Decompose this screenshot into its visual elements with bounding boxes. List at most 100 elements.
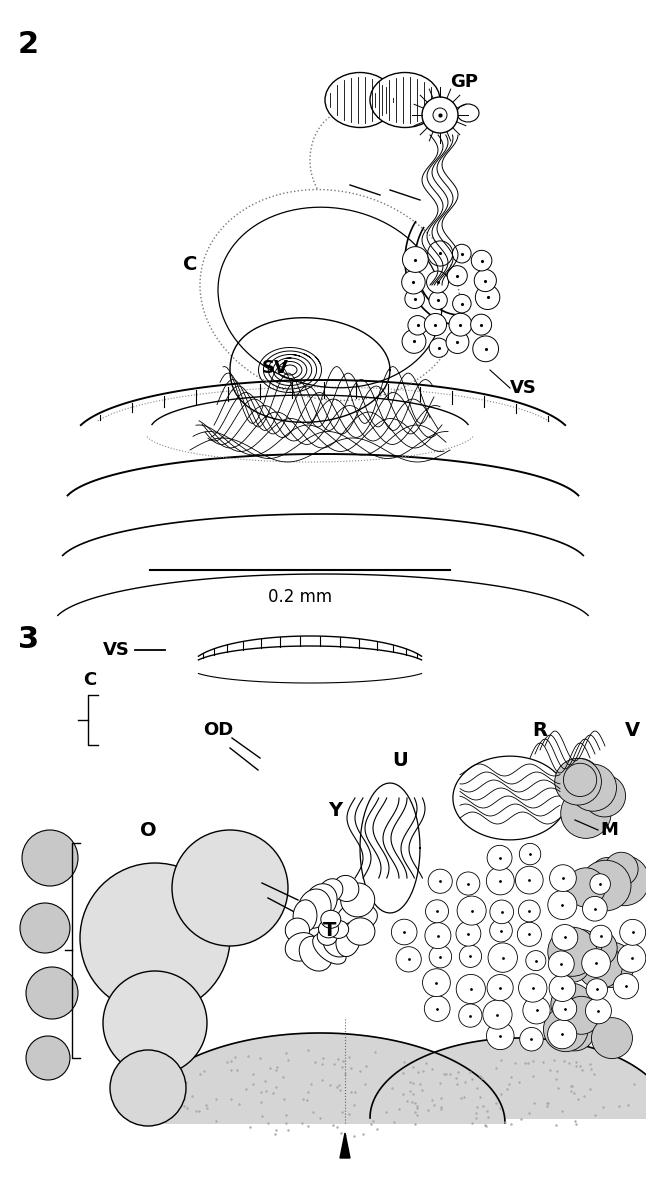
- Circle shape: [563, 763, 597, 796]
- Text: OD: OD: [203, 721, 233, 739]
- Circle shape: [548, 1008, 583, 1044]
- Circle shape: [487, 974, 513, 1001]
- Circle shape: [391, 919, 417, 945]
- Circle shape: [486, 867, 514, 895]
- Circle shape: [586, 979, 607, 1000]
- Circle shape: [556, 948, 590, 982]
- Circle shape: [426, 271, 448, 293]
- Circle shape: [486, 1023, 514, 1050]
- Circle shape: [567, 868, 605, 907]
- Circle shape: [555, 759, 601, 805]
- Circle shape: [490, 900, 514, 924]
- Circle shape: [426, 900, 448, 922]
- Ellipse shape: [286, 918, 309, 942]
- Circle shape: [452, 244, 471, 263]
- Circle shape: [425, 922, 451, 948]
- Circle shape: [405, 289, 424, 309]
- Circle shape: [80, 863, 230, 1013]
- Circle shape: [429, 291, 447, 310]
- Circle shape: [402, 330, 426, 353]
- Ellipse shape: [329, 920, 349, 939]
- Text: 0.2 mm: 0.2 mm: [268, 588, 332, 605]
- Circle shape: [599, 856, 642, 899]
- Circle shape: [552, 925, 578, 951]
- Ellipse shape: [337, 902, 377, 931]
- Circle shape: [548, 1020, 577, 1048]
- Polygon shape: [340, 1133, 350, 1158]
- Ellipse shape: [305, 884, 337, 919]
- Circle shape: [396, 947, 421, 972]
- Circle shape: [488, 942, 517, 972]
- Circle shape: [428, 869, 452, 893]
- Circle shape: [561, 788, 611, 839]
- Text: C: C: [183, 256, 197, 274]
- Circle shape: [519, 974, 547, 1002]
- Circle shape: [449, 313, 472, 336]
- Ellipse shape: [317, 927, 337, 945]
- Circle shape: [555, 1011, 595, 1051]
- Text: GP: GP: [450, 73, 478, 91]
- Text: R: R: [532, 721, 548, 740]
- Circle shape: [585, 998, 612, 1024]
- Circle shape: [559, 759, 601, 800]
- Ellipse shape: [340, 884, 375, 916]
- Circle shape: [424, 313, 446, 336]
- Text: C: C: [83, 671, 97, 689]
- Circle shape: [548, 951, 574, 977]
- Circle shape: [582, 948, 610, 978]
- Ellipse shape: [318, 920, 339, 938]
- Ellipse shape: [286, 933, 318, 961]
- Ellipse shape: [346, 918, 375, 945]
- Ellipse shape: [318, 879, 343, 904]
- Circle shape: [402, 246, 428, 272]
- Circle shape: [580, 860, 631, 911]
- Ellipse shape: [325, 73, 395, 127]
- Text: U: U: [392, 750, 408, 769]
- Text: T: T: [323, 920, 337, 940]
- Circle shape: [590, 874, 610, 894]
- Circle shape: [543, 1007, 588, 1052]
- Circle shape: [613, 973, 639, 999]
- Circle shape: [590, 925, 612, 947]
- Circle shape: [590, 858, 625, 892]
- Circle shape: [424, 995, 450, 1021]
- Ellipse shape: [323, 929, 353, 957]
- Ellipse shape: [298, 889, 331, 928]
- Circle shape: [520, 1027, 543, 1051]
- Ellipse shape: [336, 922, 360, 957]
- Polygon shape: [135, 1033, 505, 1123]
- Circle shape: [581, 931, 617, 966]
- Text: SV: SV: [262, 359, 288, 377]
- Circle shape: [548, 891, 577, 920]
- Circle shape: [408, 316, 428, 335]
- Circle shape: [483, 1000, 512, 1030]
- Circle shape: [446, 331, 469, 353]
- Circle shape: [599, 855, 646, 906]
- Circle shape: [428, 241, 453, 266]
- Circle shape: [548, 927, 597, 977]
- Circle shape: [453, 294, 471, 313]
- Circle shape: [429, 338, 448, 357]
- Ellipse shape: [293, 900, 317, 932]
- Circle shape: [475, 285, 500, 310]
- Circle shape: [474, 270, 496, 292]
- Text: O: O: [140, 821, 156, 840]
- Ellipse shape: [299, 937, 332, 971]
- Circle shape: [471, 315, 492, 335]
- Text: VS: VS: [103, 641, 130, 659]
- Circle shape: [456, 921, 481, 946]
- Text: V: V: [625, 721, 640, 740]
- Circle shape: [456, 974, 485, 1004]
- Circle shape: [563, 997, 600, 1034]
- Circle shape: [583, 896, 607, 921]
- Circle shape: [457, 872, 480, 895]
- Text: M: M: [600, 821, 618, 839]
- Circle shape: [519, 900, 540, 922]
- Text: Y: Y: [328, 801, 342, 820]
- Circle shape: [459, 1004, 482, 1027]
- Circle shape: [523, 997, 550, 1024]
- Circle shape: [561, 929, 601, 971]
- Text: 3: 3: [18, 626, 39, 654]
- Circle shape: [433, 108, 447, 123]
- Circle shape: [517, 922, 541, 946]
